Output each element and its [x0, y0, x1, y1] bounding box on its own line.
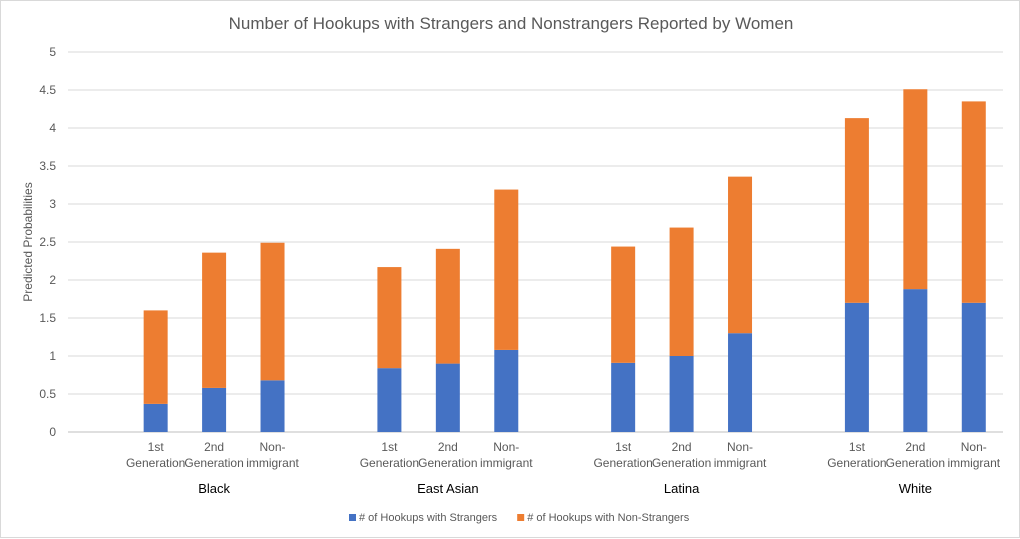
bar-non-strangers — [377, 267, 402, 369]
category-label-line: 2nd — [672, 440, 692, 454]
y-tick-label: 1 — [49, 349, 56, 363]
category-label-line: 2nd — [438, 440, 458, 454]
category-label-line: Non- — [727, 440, 753, 454]
category-label-line: Generation — [827, 456, 886, 470]
bar-strangers — [377, 368, 402, 432]
y-tick-label: 2 — [49, 273, 56, 287]
category-label-line: Generation — [184, 456, 243, 470]
y-tick-label: 4.5 — [39, 83, 56, 97]
group-label: Latina — [664, 481, 700, 496]
category-label-line: immigrant — [714, 456, 767, 470]
category-label: 1st Generation — [827, 440, 886, 470]
category-label: 1st Generation — [360, 440, 419, 470]
bar-non-strangers — [669, 227, 694, 356]
group-labels: Black East Asian Latina White — [198, 481, 932, 496]
bar-strangers — [494, 349, 519, 432]
category-label-line: 1st — [381, 440, 398, 454]
category-label-line: Generation — [886, 456, 945, 470]
bar-strangers — [961, 302, 986, 432]
category-label: Non-immigrant — [246, 440, 299, 470]
y-tick-label: 3.5 — [39, 159, 56, 173]
category-label-line: 2nd — [905, 440, 925, 454]
category-label: Non-immigrant — [480, 440, 533, 470]
category-label-line: 1st — [849, 440, 866, 454]
group-label: White — [899, 481, 932, 496]
bar-non-strangers — [435, 248, 460, 364]
bar-non-strangers — [143, 310, 168, 404]
category-label: 2nd Generation — [184, 440, 243, 470]
category-label: 1st Generation — [593, 440, 652, 470]
bar-non-strangers — [728, 176, 753, 334]
category-label: 2nd Generation — [886, 440, 945, 470]
category-label: 1st Generation — [126, 440, 185, 470]
legend-label: # of Hookups with Non-Strangers — [527, 512, 690, 524]
category-label: 2nd Generation — [418, 440, 477, 470]
legend: # of Hookups with Strangers # of Hookups … — [349, 512, 690, 524]
bar-strangers — [669, 356, 694, 432]
category-label-line: Non- — [961, 440, 987, 454]
category-label-line: 2nd — [204, 440, 224, 454]
bar-non-strangers — [202, 252, 227, 388]
y-tick-label: 3 — [49, 197, 56, 211]
bar-non-strangers — [611, 246, 636, 363]
y-tick-label: 4 — [49, 121, 56, 135]
bar-strangers — [143, 403, 168, 432]
category-label-line: 1st — [148, 440, 165, 454]
y-tick-label: 0 — [49, 425, 56, 439]
category-label: 2nd Generation — [652, 440, 711, 470]
bar-strangers — [435, 363, 460, 432]
category-label-line: 1st — [615, 440, 632, 454]
category-label-line: Generation — [360, 456, 419, 470]
category-label-line: Non- — [493, 440, 519, 454]
bar-strangers — [844, 302, 869, 432]
bars — [143, 89, 986, 432]
category-label-line: Generation — [652, 456, 711, 470]
chart-title: Number of Hookups with Strangers and Non… — [229, 14, 794, 33]
category-label-line: Generation — [126, 456, 185, 470]
y-tick-label: 5 — [49, 45, 56, 59]
y-axis-label: Predicted Probabilities — [21, 182, 35, 301]
y-tick-label: 1.5 — [39, 311, 56, 325]
y-tick-label: 0.5 — [39, 387, 56, 401]
category-label: Non-immigrant — [947, 440, 1000, 470]
category-label-line: immigrant — [480, 456, 533, 470]
bar-strangers — [260, 380, 285, 432]
bar-non-strangers — [903, 89, 928, 290]
bar-strangers — [903, 289, 928, 432]
y-axis-ticks: 0 0.5 1 1.5 2 2.5 3 3.5 4 4.5 5 — [39, 45, 56, 439]
category-label-line: Generation — [418, 456, 477, 470]
category-label-line: immigrant — [947, 456, 1000, 470]
bar-strangers — [728, 333, 753, 432]
bar-strangers — [611, 362, 636, 432]
bar-non-strangers — [961, 101, 986, 303]
group-label: Black — [198, 481, 230, 496]
bar-strangers — [202, 387, 227, 432]
legend-swatch — [517, 514, 525, 521]
category-label-line: Generation — [593, 456, 652, 470]
category-label-line: Non- — [260, 440, 286, 454]
group-label: East Asian — [417, 481, 478, 496]
category-label-line: immigrant — [246, 456, 299, 470]
y-tick-label: 2.5 — [39, 235, 56, 249]
legend-swatch — [349, 514, 356, 521]
bar-non-strangers — [260, 242, 285, 381]
bar-non-strangers — [494, 189, 519, 350]
legend-label: # of Hookups with Strangers — [359, 512, 498, 524]
bar-non-strangers — [844, 118, 869, 303]
category-label: Non-immigrant — [714, 440, 767, 470]
